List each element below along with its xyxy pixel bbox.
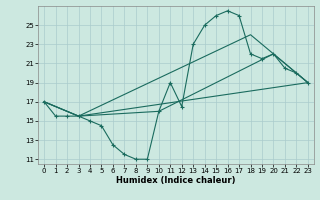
- X-axis label: Humidex (Indice chaleur): Humidex (Indice chaleur): [116, 176, 236, 185]
